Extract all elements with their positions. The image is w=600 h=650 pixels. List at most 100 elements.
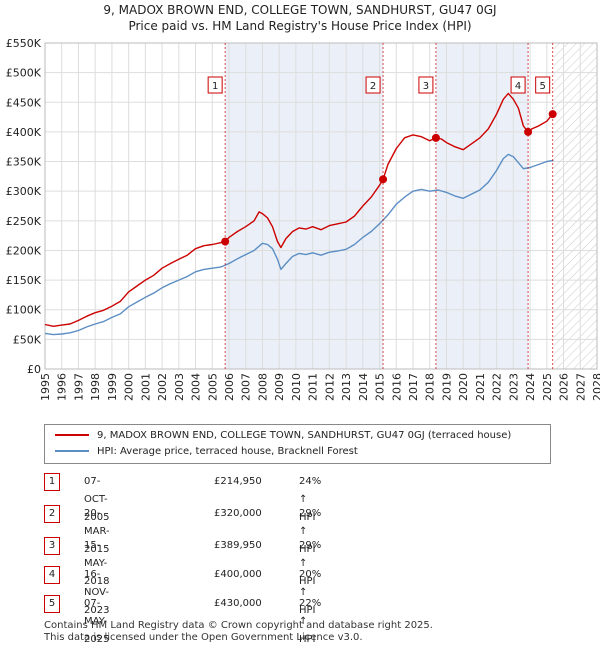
x-tick-label: 2013: [340, 373, 353, 401]
highlight-band: [435, 43, 529, 369]
x-tick-label: 2025: [541, 373, 554, 401]
sale-price: £400,000: [214, 569, 262, 580]
x-tick-label: 2026: [558, 373, 571, 401]
future-hatch-area: [553, 43, 597, 369]
chart-subtitle: Price paid vs. HM Land Registry's House …: [128, 19, 472, 33]
sale-hpi-diff: 24% ↑ HPI: [299, 476, 322, 523]
hpi-line: [44, 153, 554, 336]
property-price-line: [44, 92, 554, 327]
y-tick-label: £400K: [6, 126, 42, 139]
legend-swatch-property: [55, 434, 89, 436]
x-tick-label: 2009: [273, 373, 286, 401]
x-tick-label: 2023: [507, 373, 520, 401]
sale-date: 20-MAR-2015: [84, 508, 110, 555]
sale-point: [524, 127, 533, 136]
price-chart: £0 £50K £100K £150K £200K £250K £300K £350K £400…: [6, 37, 600, 401]
x-tick-label: 2014: [357, 373, 370, 401]
x-tick-label: 2024: [524, 373, 537, 401]
sale-label-box: [418, 76, 434, 94]
x-tick-label: 2017: [407, 373, 420, 401]
x-tick-label: 2022: [491, 373, 504, 401]
sale-point: [379, 175, 388, 184]
sale-label: 1: [212, 81, 218, 92]
chart-legend: 9, MADOX BROWN END, COLLEGE TOWN, SANDHU…: [44, 424, 551, 464]
highlight-band: [225, 43, 384, 369]
x-tick-label: 2012: [323, 373, 336, 401]
x-tick-label: 2000: [123, 373, 136, 401]
x-tick-label: 2011: [307, 373, 320, 401]
x-tick-label: 1996: [56, 373, 69, 401]
sale-number-badge: 3: [44, 537, 60, 555]
legend-label-hpi: HPI: Average price, terraced house, Brac…: [97, 446, 358, 457]
y-tick-label: £100K: [6, 304, 42, 317]
sale-number-badge: 5: [44, 595, 60, 613]
x-tick-label: 2028: [591, 373, 600, 401]
sale-hpi-diff: 22% ↑ HPI: [299, 598, 322, 645]
plot-border: [44, 42, 598, 370]
x-tick-label: 2007: [240, 373, 253, 401]
y-tick-label: £50K: [13, 333, 42, 346]
sale-hpi-diff: 20% ↑ HPI: [299, 569, 322, 616]
sale-hpi-diff: 29% ↑ HPI: [299, 540, 322, 587]
y-tick-label: £250K: [6, 215, 42, 228]
x-tick-label: 2020: [457, 373, 470, 401]
x-tick-label: 2006: [223, 373, 236, 401]
legend-swatch-hpi: [55, 450, 89, 452]
x-tick-label: 2004: [190, 373, 203, 401]
x-tick-label: 2021: [474, 373, 487, 401]
chart-title: 9, MADOX BROWN END, COLLEGE TOWN, SANDHU…: [103, 3, 497, 17]
legend-label-property: 9, MADOX BROWN END, COLLEGE TOWN, SANDHU…: [97, 430, 512, 441]
y-tick-label: £200K: [6, 244, 42, 257]
x-tick-label: 2010: [290, 373, 303, 401]
sale-hpi-diff: 29% ↑ HPI: [299, 508, 322, 555]
y-tick-label: £300K: [6, 185, 42, 198]
sale-date: 16-NOV-2023: [84, 569, 110, 616]
sale-label-box: [365, 76, 381, 94]
y-tick-label: £0: [27, 363, 41, 376]
y-tick-label: £150K: [6, 274, 42, 287]
sale-price: £320,000: [214, 508, 262, 519]
x-tick-label: 1997: [72, 373, 85, 401]
sale-price: £389,950: [214, 540, 262, 551]
x-tick-label: 2018: [424, 373, 437, 401]
sale-price: £430,000: [214, 598, 262, 609]
sale-label-box: [510, 76, 526, 94]
footer: Contains HM Land Registry data © Crown c…: [44, 620, 433, 644]
sale-date: 07-MAY-2025: [84, 598, 110, 645]
legend-item-hpi: HPI: Average price, terraced house, Brac…: [55, 444, 358, 460]
x-tick-label: 2015: [374, 373, 387, 401]
footer-copyright: Contains HM Land Registry data © Crown c…: [44, 620, 433, 631]
x-tick-label: 2016: [390, 373, 403, 401]
sale-label: 4: [515, 81, 521, 92]
sale-number-badge: 1: [44, 473, 60, 491]
sale-number-badge: 4: [44, 566, 60, 584]
sale-number-badge: 2: [44, 505, 60, 523]
sale-label: 5: [539, 81, 545, 92]
sale-label: 2: [370, 81, 376, 92]
sale-point: [548, 110, 557, 119]
footer-license: This data is licensed under the Open Gov…: [44, 632, 363, 643]
sale-date: 15-MAY-2018: [84, 540, 110, 587]
x-tick-label: 1998: [89, 373, 102, 401]
sale-label-box: [207, 76, 223, 94]
x-tick-label: 2003: [173, 373, 186, 401]
legend-item-property: 9, MADOX BROWN END, COLLEGE TOWN, SANDHU…: [55, 428, 511, 444]
x-tick-label: 2001: [139, 373, 152, 401]
sale-date: 07-OCT-2005: [84, 476, 110, 523]
y-tick-label: £550K: [6, 37, 42, 50]
x-tick-label: 2027: [574, 373, 587, 401]
sale-label: 3: [423, 81, 429, 92]
x-tick-label: 2002: [156, 373, 169, 401]
x-tick-label: 1995: [39, 373, 52, 401]
y-tick-label: £350K: [6, 156, 42, 169]
y-tick-label: £500K: [6, 67, 42, 80]
sale-point: [431, 133, 440, 142]
sale-label-box: [535, 76, 551, 94]
x-tick-label: 2019: [440, 373, 453, 401]
y-tick-label: £450K: [6, 96, 42, 109]
x-tick-label: 2008: [256, 373, 269, 401]
sale-point: [221, 237, 230, 246]
x-tick-label: 2005: [206, 373, 219, 401]
sale-price: £214,950: [214, 476, 262, 487]
x-tick-label: 1999: [106, 373, 119, 401]
